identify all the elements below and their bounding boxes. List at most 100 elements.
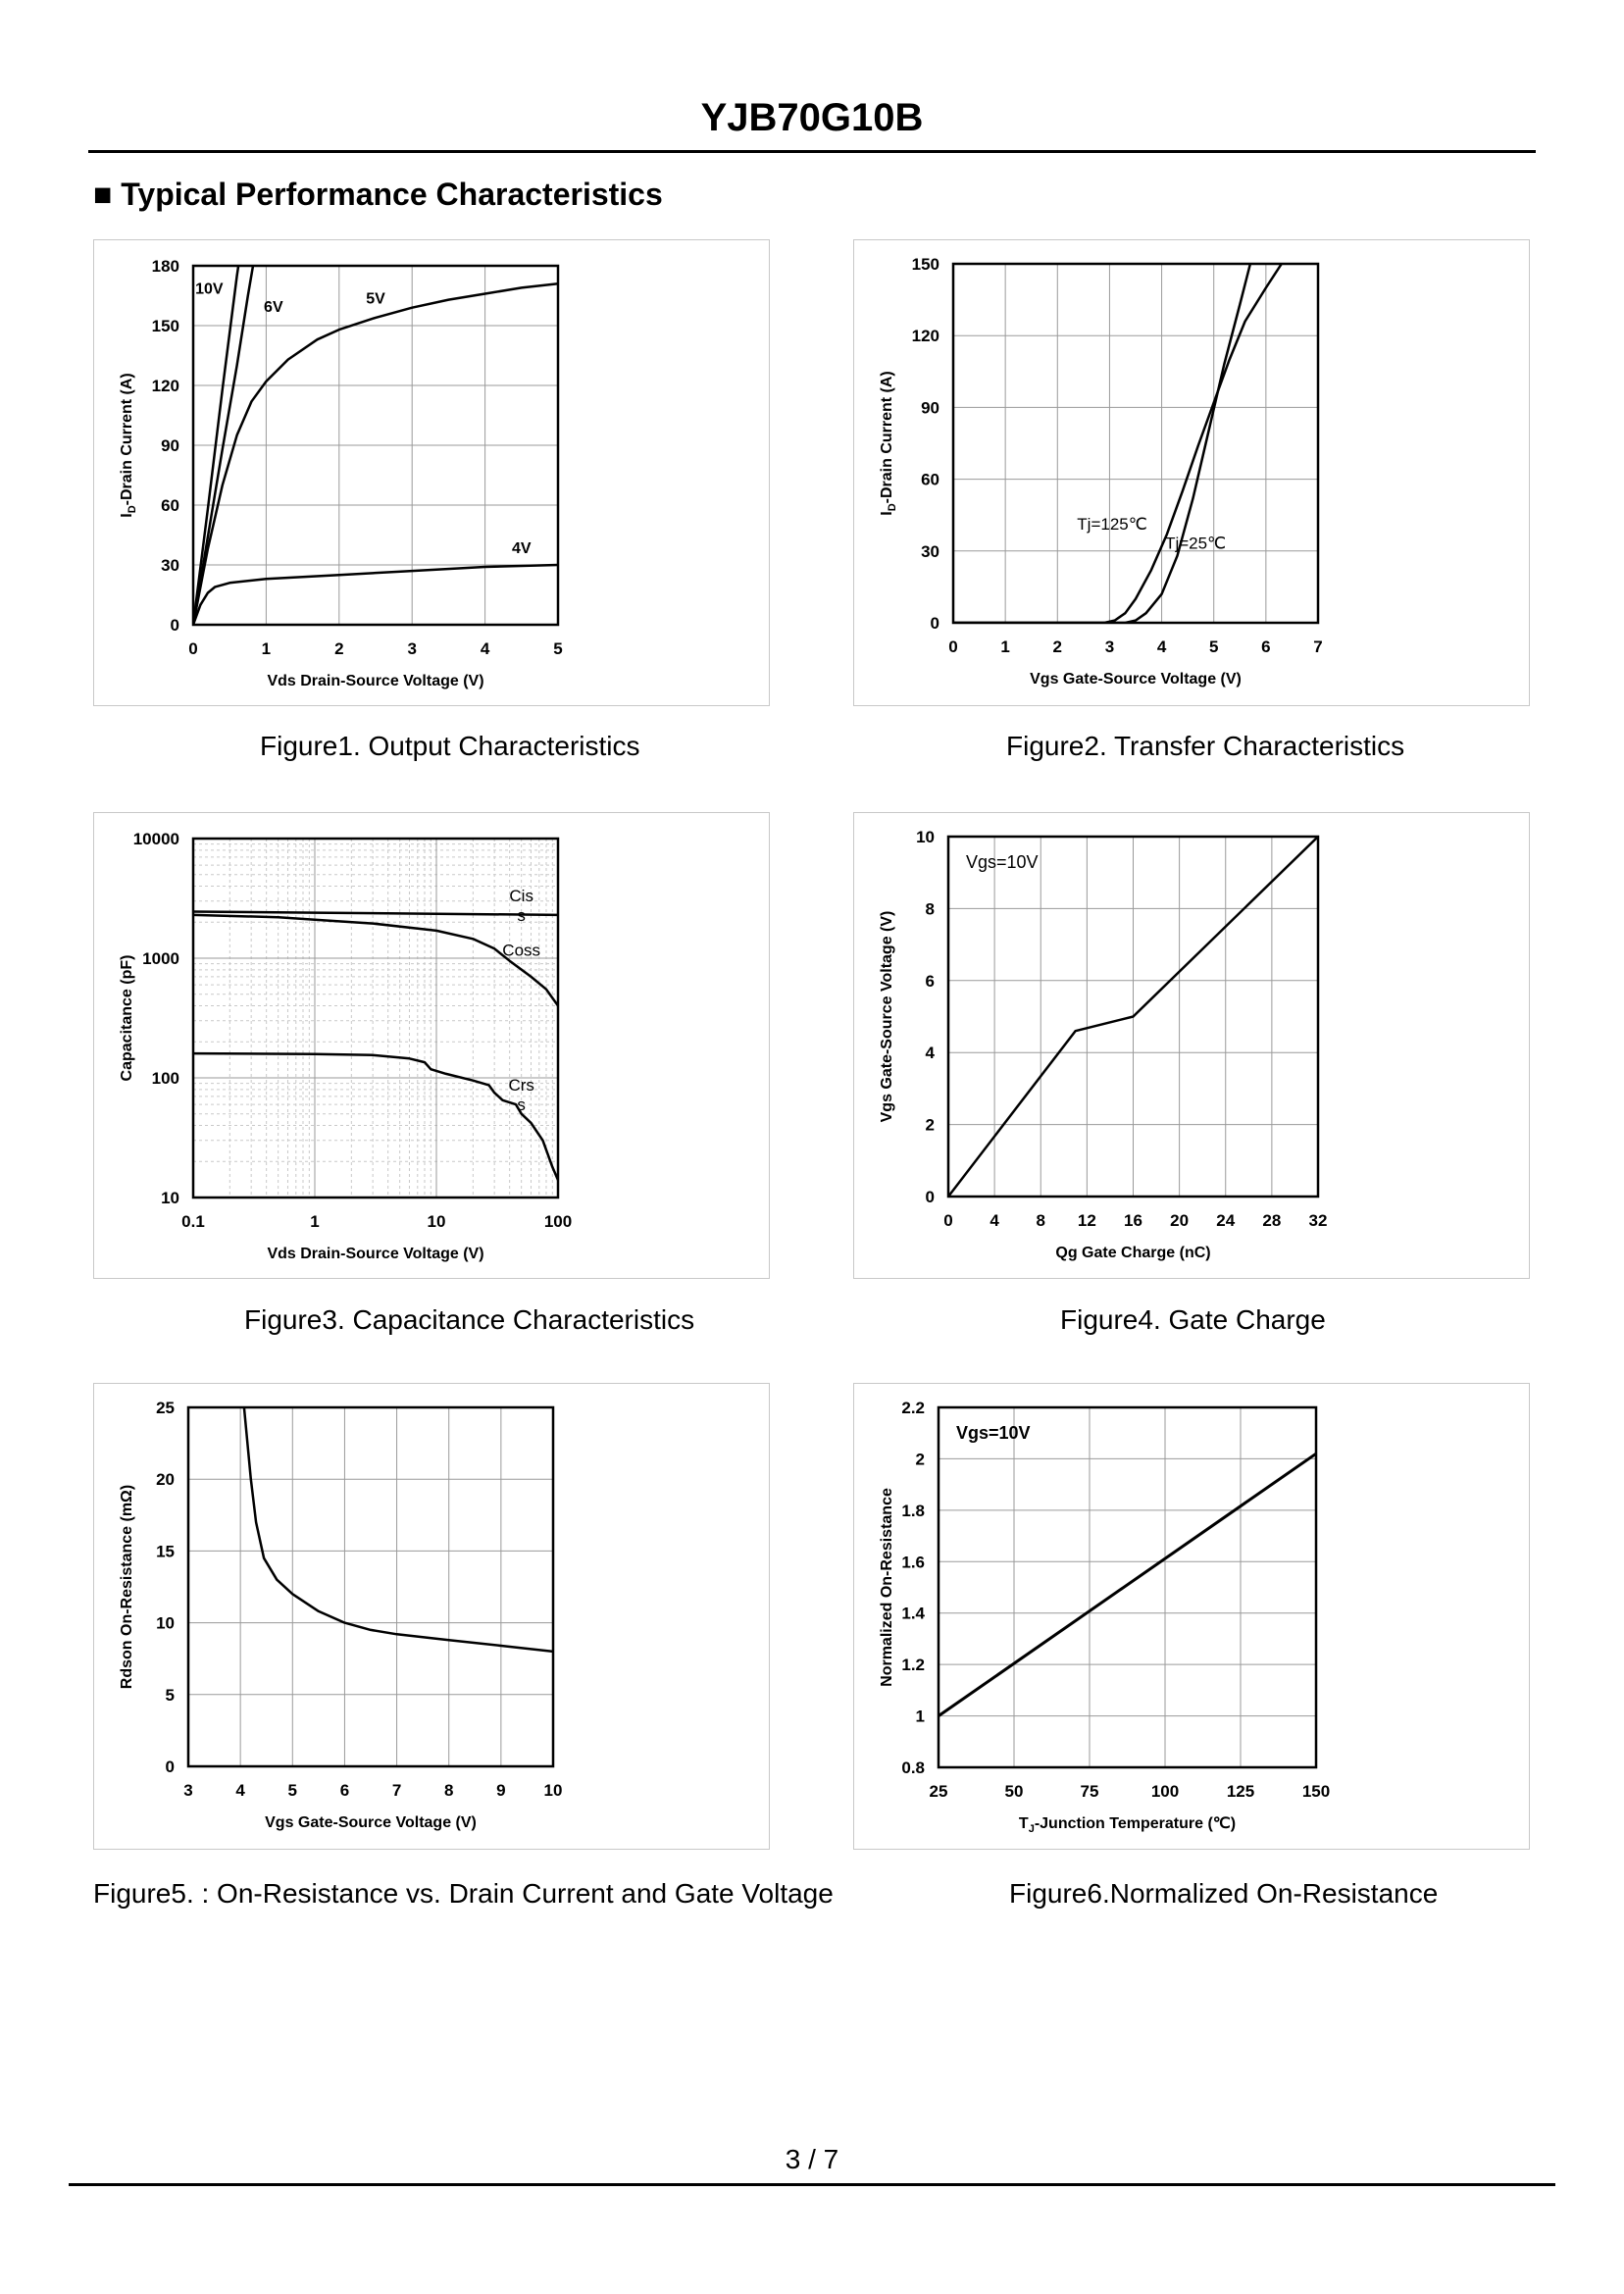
figure6-normalized-on-resistance-chart: 25 50 75 100 125 150 0.8 1 1.2 1.4 1.6 1.8 2 2.2 TJ-Ju… <box>879 1399 1330 1835</box>
x-tick-label: 3 <box>407 639 416 658</box>
figure5-panel: 3 4 5 6 7 8 9 10 0 5 10 15 20 25 Vgs Gate-Source Volta… <box>93 1383 770 1850</box>
x-tick-label: 150 <box>1302 1782 1330 1801</box>
y-tick-label: 10 <box>161 1189 179 1207</box>
y-tick-label: 30 <box>921 542 939 561</box>
footer-rule <box>69 2183 1555 2186</box>
x-tick-label: 0 <box>948 637 957 656</box>
page-number: 3 / 7 <box>785 2144 839 2174</box>
x-tick-label: 5 <box>553 639 562 658</box>
y-tick-label: 30 <box>161 556 179 575</box>
y-axis-label: ID-Drain Current (A) <box>119 373 138 518</box>
y-tick-label: 5 <box>166 1686 175 1705</box>
x-axis-label: Vgs Gate-Source Voltage (V) <box>265 1814 477 1831</box>
plot-frame <box>191 837 560 1199</box>
x-tick-label: 8 <box>444 1781 453 1800</box>
figure6-panel: 25 50 75 100 125 150 0.8 1 1.2 1.4 1.6 1.8 2 2.2 TJ-Ju… <box>853 1383 1530 1850</box>
y-tick-label: 1 <box>916 1708 925 1726</box>
y-tick-label: 180 <box>152 257 179 276</box>
figure3-caption: Figure3. Capacitance Characteristics <box>244 1304 695 1335</box>
x-tick-label: 9 <box>496 1781 505 1800</box>
series-line-4v <box>193 563 558 625</box>
x-tick-label: 7 <box>1313 637 1322 656</box>
series-label-ciss: Cis <box>509 887 533 905</box>
series-label-5v: 5V <box>366 291 385 308</box>
x-tick-label: 4 <box>235 1781 245 1800</box>
plot-frame <box>946 835 1320 1198</box>
y-tick-label: 150 <box>152 317 179 335</box>
series-line-10v <box>193 266 240 625</box>
series-label-4v: 4V <box>512 540 532 557</box>
figure6-caption: Figure6.Normalized On-Resistance <box>1009 1878 1439 1909</box>
x-tick-label: 100 <box>1151 1782 1179 1801</box>
series-line-tj-125 <box>953 264 1283 623</box>
x-tick-label: 16 <box>1124 1211 1142 1230</box>
series-label-crss: s <box>517 1096 526 1114</box>
series-line-rdson <box>242 1407 553 1654</box>
series-label-ciss: s <box>517 906 526 925</box>
x-tick-label: 6 <box>340 1781 349 1800</box>
x-tick-label: 2 <box>1053 637 1062 656</box>
y-tick-label: 0 <box>931 614 939 633</box>
x-tick-label: 1 <box>310 1212 319 1231</box>
x-tick-label: 12 <box>1078 1211 1096 1230</box>
x-tick-label: 32 <box>1309 1211 1328 1230</box>
y-axis-label: Normalized On-Resistance <box>879 1488 895 1687</box>
x-tick-label: 5 <box>1209 637 1218 656</box>
x-tick-label: 125 <box>1227 1782 1254 1801</box>
figure4-caption: Figure4. Gate Charge <box>1060 1304 1326 1335</box>
chart-annotation: Vgs=10V <box>966 852 1039 872</box>
series-line-coss <box>193 913 558 1007</box>
series-label-tj-25: Tj=25℃ <box>1165 534 1226 552</box>
series-label-6v: 6V <box>264 299 283 316</box>
series-line-tj-25 <box>953 264 1252 623</box>
x-tick-label: 0 <box>188 639 197 658</box>
series-label-tj-125: Tj=125℃ <box>1077 515 1147 534</box>
figure1-output-characteristics-chart: 0 1 2 3 4 5 0 30 60 90 120 150 180 Vds Drain-Source V… <box>119 257 563 689</box>
x-axis-label: TJ-Junction Temperature (℃) <box>1019 1815 1236 1835</box>
y-tick-label: 120 <box>912 327 939 345</box>
plot-frame <box>951 262 1320 625</box>
x-tick-label: 50 <box>1005 1782 1024 1801</box>
y-tick-label: 1.4 <box>901 1605 925 1623</box>
x-axis-label: Qg Gate Charge (nC) <box>1055 1245 1210 1261</box>
x-tick-label: 8 <box>1037 1211 1045 1230</box>
x-tick-label: 7 <box>392 1781 401 1800</box>
figure2-panel: 0 1 2 3 4 5 6 7 0 30 60 90 120 150 Vgs Gate-Source Vol… <box>853 239 1530 706</box>
y-tick-label: 25 <box>156 1399 175 1417</box>
x-tick-label: 4 <box>481 639 490 658</box>
y-axis-label: Rdson On-Resistance (mΩ) <box>119 1485 135 1689</box>
y-tick-label: 150 <box>912 255 939 274</box>
x-tick-label: 24 <box>1216 1211 1235 1230</box>
x-tick-label: 0.1 <box>181 1212 205 1231</box>
y-tick-label: 1000 <box>142 949 179 968</box>
y-tick-label: 60 <box>921 471 939 489</box>
x-axis-label: Vgs Gate-Source Voltage (V) <box>1030 671 1242 688</box>
x-tick-label: 4 <box>1157 637 1167 656</box>
x-tick-label: 25 <box>930 1782 948 1801</box>
y-tick-label: 15 <box>156 1542 175 1560</box>
series-line-5v <box>193 282 558 625</box>
figure4-panel: 0 4 8 12 16 20 24 28 32 0 2 4 6 8 10 Qg Gate Charge (nC… <box>853 812 1530 1279</box>
y-tick-label: 20 <box>156 1470 175 1489</box>
y-tick-label: 10000 <box>133 830 179 848</box>
figure5-caption: Figure5. : On-Resistance vs. Drain Curre… <box>93 1878 834 1909</box>
y-tick-label: 10 <box>916 828 935 846</box>
x-tick-label: 5 <box>288 1781 297 1800</box>
plot-frame <box>186 1405 555 1768</box>
chart-annotation: Vgs=10V <box>956 1423 1031 1443</box>
series-label-10v: 10V <box>195 280 224 297</box>
x-tick-label: 20 <box>1170 1211 1189 1230</box>
x-tick-label: 0 <box>943 1211 952 1230</box>
document-title: YJB70G10B <box>700 96 924 139</box>
y-tick-label: 2 <box>926 1116 935 1135</box>
section-title: ■ Typical Performance Characteristics <box>93 177 663 212</box>
x-tick-label: 1 <box>262 639 271 658</box>
y-tick-label: 90 <box>161 436 179 455</box>
series-line-vgs <box>948 837 1318 1197</box>
series-line-crss <box>193 1051 558 1181</box>
x-tick-label: 3 <box>183 1781 192 1800</box>
y-tick-label: 2.2 <box>901 1399 925 1417</box>
figure5-on-resistance-chart: 3 4 5 6 7 8 9 10 0 5 10 15 20 25 Vgs Gate-Source Volta… <box>119 1399 562 1831</box>
figure2-caption: Figure2. Transfer Characteristics <box>1006 731 1405 761</box>
